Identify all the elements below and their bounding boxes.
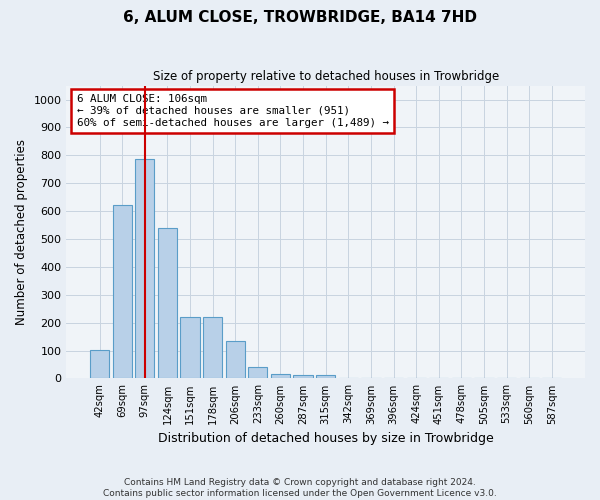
Text: Contains HM Land Registry data © Crown copyright and database right 2024.
Contai: Contains HM Land Registry data © Crown c… <box>103 478 497 498</box>
Bar <box>203 317 222 378</box>
Bar <box>113 205 132 378</box>
Title: Size of property relative to detached houses in Trowbridge: Size of property relative to detached ho… <box>152 70 499 83</box>
Bar <box>158 228 177 378</box>
Text: 6, ALUM CLOSE, TROWBRIDGE, BA14 7HD: 6, ALUM CLOSE, TROWBRIDGE, BA14 7HD <box>123 10 477 25</box>
Bar <box>181 317 200 378</box>
Bar <box>271 374 290 378</box>
Bar <box>293 374 313 378</box>
X-axis label: Distribution of detached houses by size in Trowbridge: Distribution of detached houses by size … <box>158 432 494 445</box>
Bar <box>316 376 335 378</box>
Text: 6 ALUM CLOSE: 106sqm
← 39% of detached houses are smaller (951)
60% of semi-deta: 6 ALUM CLOSE: 106sqm ← 39% of detached h… <box>77 94 389 128</box>
Bar <box>135 158 154 378</box>
Bar <box>248 366 268 378</box>
Y-axis label: Number of detached properties: Number of detached properties <box>15 139 28 325</box>
Bar <box>90 350 109 378</box>
Bar <box>226 342 245 378</box>
